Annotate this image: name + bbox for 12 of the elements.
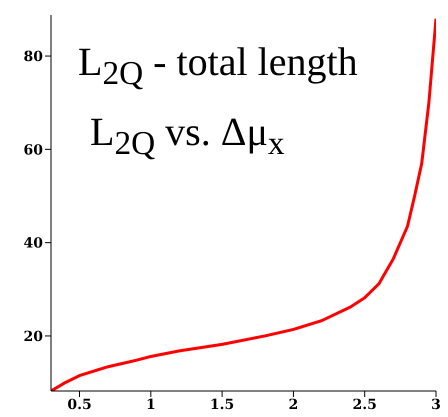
annotation: L$_{2Q}$ vs. Δμ$_{x}$: [90, 108, 285, 163]
annotation: L$_{2Q}$ - total length: [78, 38, 358, 93]
x-tick-label: 2: [288, 396, 298, 413]
y-tick-label: 60: [24, 142, 44, 158]
x-tick-label: 2.5: [352, 396, 377, 413]
x-tick-label: 1.5: [210, 396, 234, 413]
y-tick-label: 80: [24, 49, 44, 66]
x-tick-label: 1: [146, 396, 156, 413]
x-tick-label: 0.5: [67, 396, 92, 413]
x-tick-label: 3: [431, 396, 441, 413]
y-tick-label: 40: [24, 236, 44, 252]
y-tick-label: 20: [24, 328, 44, 345]
